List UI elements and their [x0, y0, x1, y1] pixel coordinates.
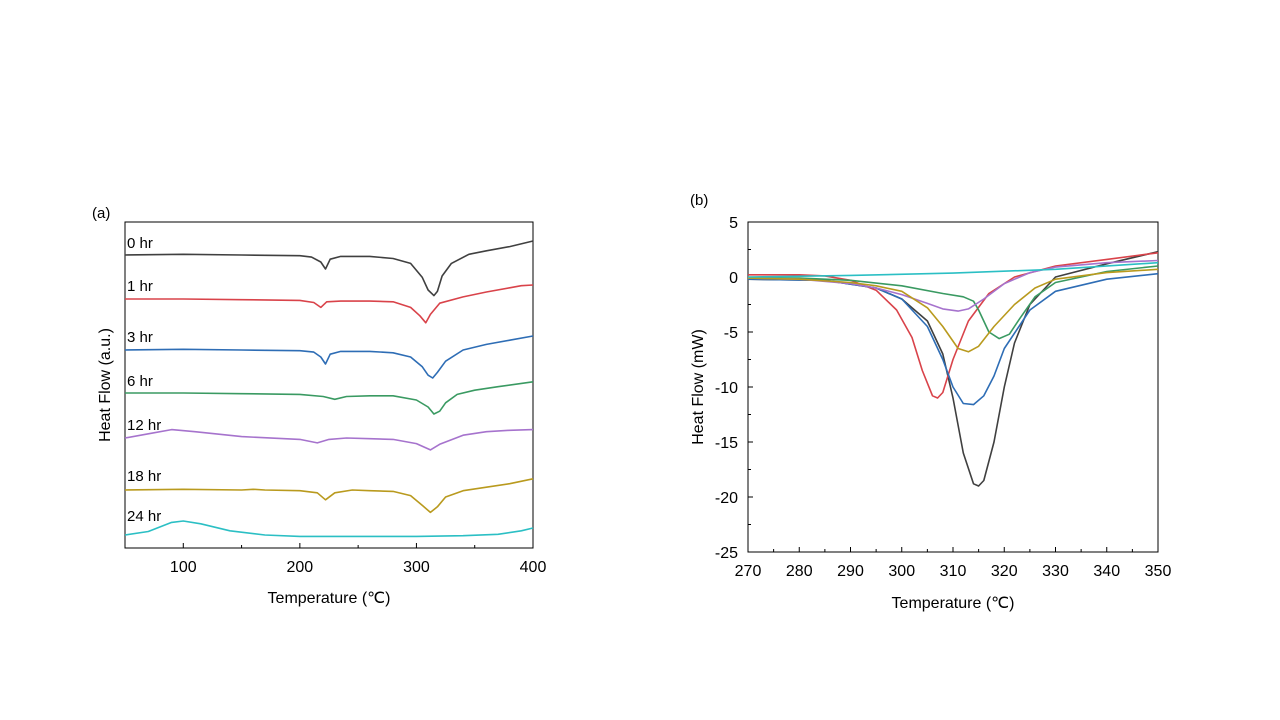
panel-b-y-axis-title: Heat Flow (mW): [690, 329, 707, 445]
panel-b-y-tick-label-neg15: -15: [715, 435, 738, 452]
panel-b-y-tick-label-neg10: -10: [715, 380, 738, 397]
panel-a-series-label-3-hr: 3 hr: [127, 329, 153, 346]
panel-b-x-tick-label-320: 320: [991, 563, 1018, 580]
panel-b-curve-6: [747, 268, 1159, 353]
panel-b-x-tick-label-310: 310: [940, 563, 967, 580]
panel-b-x-tick-label-350: 350: [1145, 563, 1172, 580]
panel-a-chart: (a) 100 200 300 400 0 hr 1 hr 3 hr 6 hr 12 hr 18…: [92, 205, 546, 607]
panel-b-curve-1: [747, 250, 1159, 487]
panel-a-series-label-1-hr: 1 hr: [127, 278, 153, 295]
panel-b-curve-5: [747, 259, 1159, 312]
panel-a-curve-6-hr: [125, 381, 534, 415]
panel-a-label: (a): [92, 205, 110, 222]
panel-a-series-label-6-hr: 6 hr: [127, 373, 153, 390]
panel-b-curve-3: [747, 272, 1159, 406]
panel-a-x-tick-label-200: 200: [287, 559, 314, 576]
panel-a-curve-3-hr: [124, 335, 534, 379]
panel-b-x-tick-label-290: 290: [837, 563, 864, 580]
panel-a-y-axis-title: Heat Flow (a.u.): [97, 328, 114, 442]
panel-a-x-tick-label-300: 300: [403, 559, 430, 576]
panel-b-curves: [747, 250, 1159, 487]
panel-a-series-label-18-hr: 18 hr: [127, 468, 161, 485]
panel-a-curve-1-hr: [125, 284, 534, 324]
panel-b-y-tick-label-neg20: -20: [715, 490, 738, 507]
panel-b-y-ticks: 5 0 -5 -10 -15 -20 -25: [715, 215, 753, 562]
panel-a-series-label-24-hr: 24 hr: [127, 508, 161, 525]
panel-a-series-labels: 0 hr 1 hr 3 hr 6 hr 12 hr 18 hr 24 hr: [127, 235, 161, 525]
panel-b-label: (b): [690, 192, 708, 209]
panel-b-x-tick-label-330: 330: [1042, 563, 1069, 580]
panel-b-x-tick-label-270: 270: [735, 563, 762, 580]
panel-b-x-tick-label-300: 300: [888, 563, 915, 580]
panel-a-curve-12-hr: [124, 428, 534, 451]
panel-b-curve-7: [747, 261, 1159, 278]
panel-b-x-tick-label-340: 340: [1093, 563, 1120, 580]
panel-b-y-tick-label-neg5: -5: [724, 325, 738, 342]
panel-b-y-tick-label-5: 5: [729, 215, 738, 232]
panel-b-chart: (b) 270 280 290 300 310 320 330 340 350 5 0 -5 -10 -…: [690, 192, 1171, 612]
panel-a-plot-frame: [124, 221, 534, 549]
panel-a-curves: [124, 240, 534, 538]
panel-b-x-tick-label-280: 280: [786, 563, 813, 580]
panel-a-x-axis-title: Temperature (℃): [268, 590, 391, 607]
panel-a-x-tick-label-400: 400: [520, 559, 547, 576]
panel-b-x-axis-title: Temperature (℃): [892, 595, 1015, 612]
panel-a-curve-0-hr: [124, 240, 534, 297]
panel-a-series-label-0-hr: 0 hr: [127, 235, 153, 252]
panel-b-y-tick-label-neg25: -25: [715, 545, 738, 562]
panel-a-x-ticks: 100 200 300 400: [124, 543, 547, 576]
panel-b-y-tick-label-0: 0: [729, 270, 738, 287]
panel-a-x-tick-label-100: 100: [170, 559, 197, 576]
panel-a-curve-24-hr: [124, 520, 534, 538]
panel-a-curve-18-hr: [124, 478, 534, 514]
panel-a-series-label-12-hr: 12 hr: [127, 417, 161, 434]
panel-b-x-ticks: 270 280 290 300 310 320 330 340 350: [735, 547, 1172, 580]
panel-b-curve-4: [748, 265, 1159, 340]
